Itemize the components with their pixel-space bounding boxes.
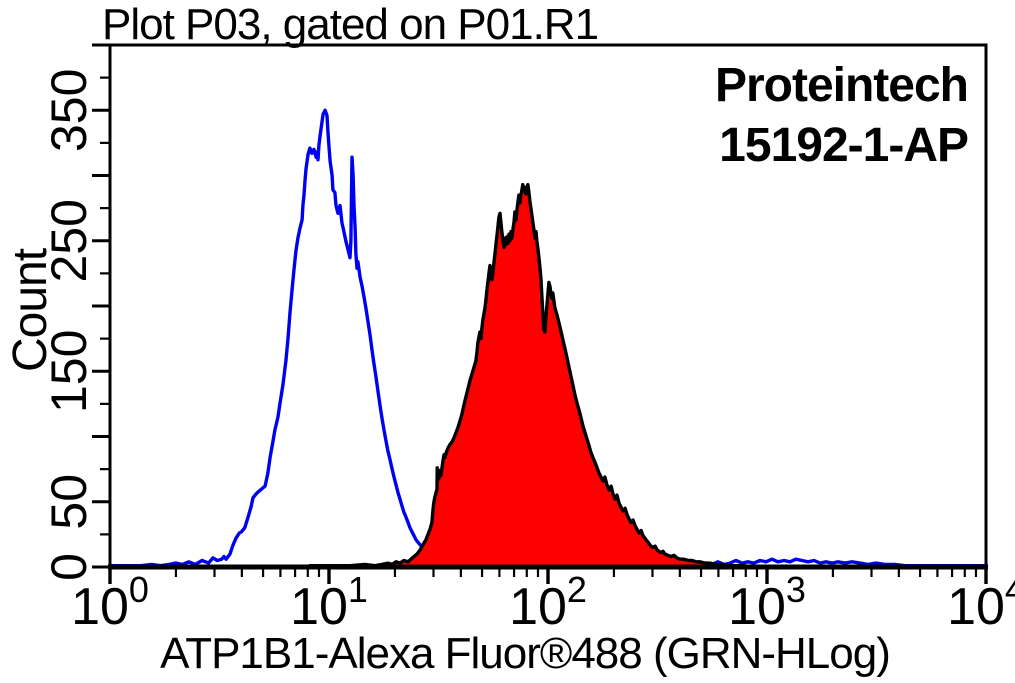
red-curve [308,182,747,569]
y-tick-label: 0 [41,553,97,581]
watermark-brand: Proteintech [714,59,969,112]
y-tick-label: 350 [41,69,97,152]
x-tick-label: 101 [290,569,368,636]
watermark-catalog-number: 15192-1-AP [719,119,969,172]
x-tick-label: 104 [947,569,1015,636]
y-tick-label: 250 [41,199,97,282]
y-tick-label: 150 [41,330,97,413]
watermark: Proteintech 15192-1-AP [714,56,969,176]
x-tick-label: 100 [71,569,149,636]
chart-title: Plot P03, gated on P01.R1 [102,0,599,49]
y-axis-label: Count [4,248,57,372]
x-tick-label: 103 [728,569,806,636]
x-tick-label: 102 [509,569,587,636]
blue-curve [108,108,987,568]
y-tick-label: 50 [41,474,97,530]
x-axis-label: ATP1B1-Alexa Fluor®488 (GRN-HLog) [160,629,891,678]
